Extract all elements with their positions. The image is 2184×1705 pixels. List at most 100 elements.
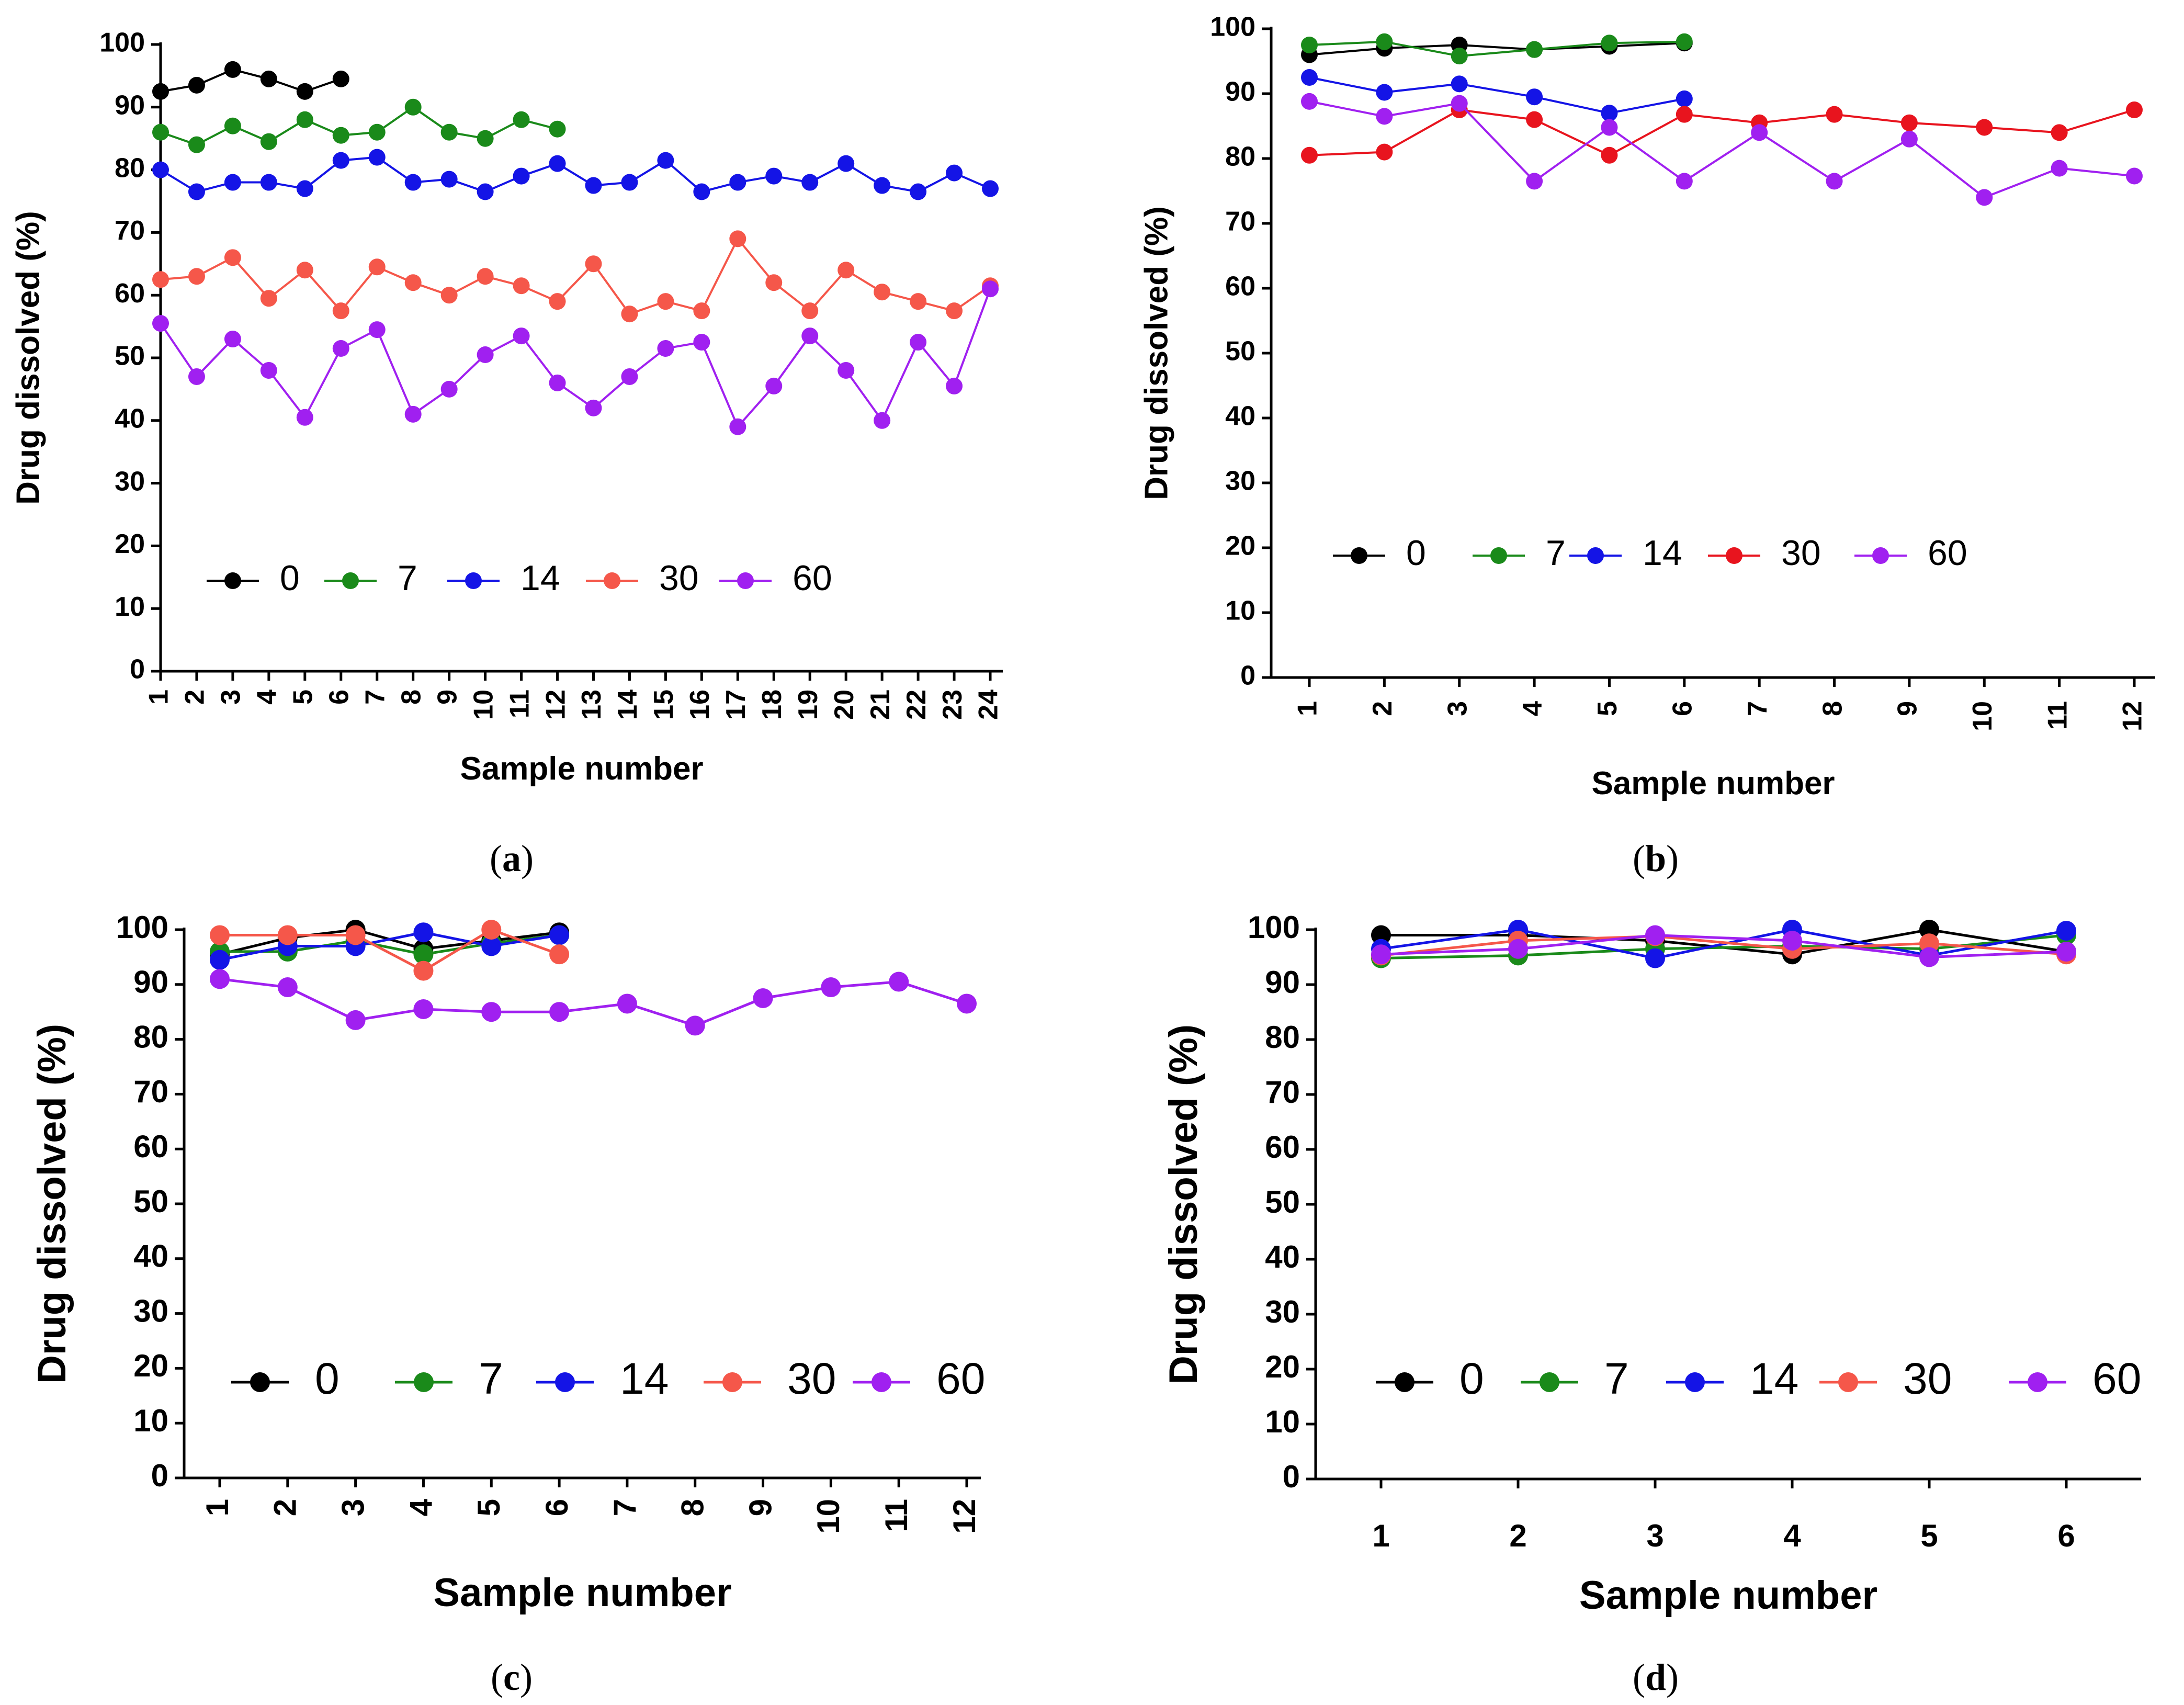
data-point	[1301, 146, 1318, 164]
data-point	[413, 944, 434, 965]
panel-label: (d)	[1633, 1656, 1679, 1698]
legend-label: 7	[398, 558, 417, 598]
data-point	[224, 331, 241, 348]
data-point	[1601, 105, 1618, 122]
series-line	[160, 238, 991, 315]
y-axis-title: Drug dissolved (%)	[1161, 1024, 1206, 1384]
data-point	[585, 399, 602, 416]
series-60	[210, 969, 977, 1036]
x-tick-label: 8	[675, 1499, 710, 1516]
data-point	[874, 412, 891, 429]
y-tick-label: 70	[115, 216, 145, 246]
y-tick-label: 60	[1225, 272, 1255, 302]
y-tick-label: 10	[115, 592, 145, 622]
y-tick-label: 90	[115, 91, 145, 121]
series-line	[1309, 42, 1684, 56]
legend-item: 14	[447, 558, 560, 598]
data-point	[1645, 925, 1665, 945]
data-point	[1526, 173, 1543, 190]
y-axis-title: Drug dissolved (%)	[30, 1024, 74, 1384]
data-point	[549, 293, 566, 310]
data-point	[1601, 35, 1618, 52]
data-point	[188, 183, 205, 200]
panel-label-close: )	[520, 1656, 533, 1698]
x-tick-label: 12	[540, 690, 571, 720]
legend-marker	[555, 1372, 575, 1392]
data-point	[2051, 160, 2068, 177]
y-tick-label: 50	[1225, 336, 1255, 367]
y-tick-label: 20	[115, 529, 145, 559]
series-line	[219, 931, 560, 962]
data-point	[1508, 939, 1528, 959]
y-tick-label: 60	[1265, 1130, 1300, 1165]
data-point	[889, 972, 909, 992]
y-tick-label: 20	[133, 1348, 168, 1383]
data-point	[982, 180, 999, 197]
legend-label: 60	[2092, 1354, 2141, 1403]
data-point	[224, 61, 241, 78]
data-point	[260, 362, 277, 379]
legend-marker	[414, 1372, 434, 1392]
data-point	[657, 152, 674, 169]
panel-label-letter: c	[503, 1656, 520, 1698]
data-point	[1751, 124, 1768, 141]
data-point	[1451, 95, 1468, 112]
data-point	[477, 268, 494, 285]
data-point	[765, 274, 783, 291]
data-point	[152, 123, 169, 141]
legend-item: 30	[1819, 1354, 1952, 1403]
data-point	[2051, 124, 2068, 141]
x-tick-label: 2	[1367, 701, 1398, 716]
data-point	[753, 988, 773, 1008]
x-tick-label: 1	[1293, 701, 1323, 716]
panel-label-close: )	[1666, 838, 1679, 879]
data-point	[277, 925, 298, 945]
legend-item: 30	[586, 558, 699, 598]
legend-item: 14	[1569, 533, 1682, 573]
legend: 0 7 14 30 60	[1333, 533, 1967, 573]
legend-item: 30	[704, 1354, 836, 1403]
data-point	[946, 302, 963, 320]
x-tick-label: 6	[2057, 1518, 2075, 1553]
data-point	[946, 377, 963, 394]
data-point	[152, 315, 169, 332]
data-point	[368, 258, 386, 276]
legend-marker	[1490, 547, 1507, 564]
x-tick-label: 18	[757, 690, 787, 720]
x-tick-label: 11	[2042, 701, 2073, 730]
x-tick-label: 2	[268, 1499, 303, 1516]
data-point	[1782, 931, 1802, 951]
data-point	[440, 123, 458, 141]
x-tick-label: 7	[607, 1499, 642, 1516]
data-point	[440, 287, 458, 304]
data-point	[838, 262, 855, 279]
x-tick-label: 3	[1442, 701, 1473, 716]
series-line	[1380, 928, 2067, 960]
data-point	[657, 340, 674, 357]
series-line	[160, 156, 991, 193]
data-point	[210, 950, 230, 970]
x-tick-label: 7	[1742, 701, 1773, 716]
x-tick-label: 4	[1518, 701, 1548, 716]
x-tick-label: 3	[216, 690, 246, 705]
y-tick-label: 10	[1225, 596, 1255, 626]
legend-marker	[2028, 1372, 2047, 1392]
data-point	[260, 133, 277, 150]
y-tick-label: 30	[133, 1293, 168, 1328]
data-point	[1451, 48, 1468, 65]
data-point	[1826, 106, 1843, 123]
data-point	[1645, 948, 1665, 968]
data-point	[188, 136, 205, 153]
data-point	[481, 936, 502, 956]
data-point	[1976, 189, 1993, 206]
y-tick-label: 70	[1265, 1075, 1300, 1110]
series-14	[210, 922, 570, 970]
data-point	[1301, 69, 1318, 86]
x-tick-label: 8	[1817, 701, 1848, 716]
data-point	[549, 155, 566, 172]
data-point	[585, 255, 602, 273]
x-tick-label: 10	[1967, 701, 1998, 731]
legend-item: 7	[324, 558, 417, 598]
